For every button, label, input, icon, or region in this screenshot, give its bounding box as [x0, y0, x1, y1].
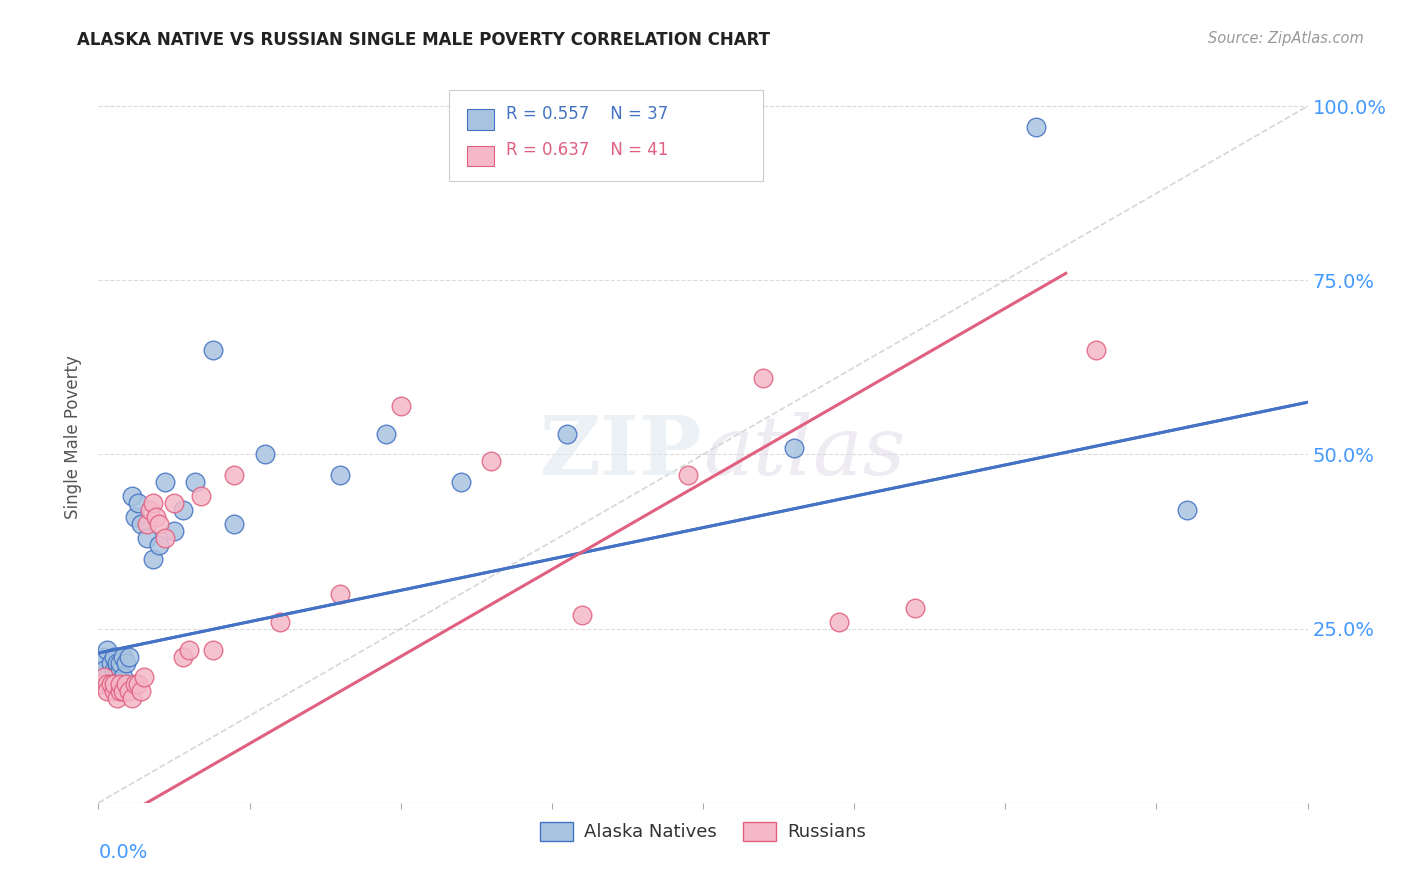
Point — [224, 468, 246, 483]
FancyBboxPatch shape — [449, 90, 763, 181]
Point — [90, 657, 112, 671]
Point — [90, 677, 112, 691]
Point — [124, 510, 146, 524]
Point — [108, 657, 131, 671]
Point — [904, 600, 927, 615]
Point — [105, 691, 128, 706]
Point — [184, 475, 207, 490]
Point — [190, 489, 212, 503]
Point — [172, 503, 194, 517]
Point — [163, 524, 186, 538]
Point — [153, 531, 176, 545]
Point — [329, 468, 352, 483]
Point — [127, 496, 149, 510]
Point — [828, 615, 851, 629]
Point — [96, 642, 118, 657]
Point — [111, 684, 134, 698]
Point — [1175, 503, 1198, 517]
Point — [179, 642, 201, 657]
Point — [148, 538, 170, 552]
Point — [132, 670, 155, 684]
Text: R = 0.637    N = 41: R = 0.637 N = 41 — [506, 141, 668, 160]
Point — [269, 615, 291, 629]
Point — [111, 670, 134, 684]
Point — [105, 664, 128, 678]
Point — [153, 475, 176, 490]
Text: Source: ZipAtlas.com: Source: ZipAtlas.com — [1208, 31, 1364, 46]
Point — [111, 649, 134, 664]
Point — [96, 670, 118, 684]
Point — [108, 677, 131, 691]
Point — [127, 677, 149, 691]
Point — [96, 677, 118, 691]
Point — [121, 691, 143, 706]
Point — [114, 657, 136, 671]
Point — [1024, 120, 1046, 134]
Point — [676, 468, 699, 483]
Point — [118, 649, 141, 664]
Point — [103, 649, 125, 664]
Point — [100, 657, 122, 671]
Point — [103, 664, 125, 678]
Point — [100, 677, 122, 691]
Point — [105, 657, 128, 671]
Point — [224, 517, 246, 532]
Point — [135, 517, 157, 532]
Point — [329, 587, 352, 601]
Point — [114, 677, 136, 691]
Point — [202, 642, 225, 657]
Point — [139, 503, 162, 517]
Text: ALASKA NATIVE VS RUSSIAN SINGLE MALE POVERTY CORRELATION CHART: ALASKA NATIVE VS RUSSIAN SINGLE MALE POV… — [77, 31, 770, 49]
Point — [124, 677, 146, 691]
Text: atlas: atlas — [703, 412, 905, 491]
Point — [103, 677, 125, 691]
Point — [129, 517, 152, 532]
Point — [172, 649, 194, 664]
Point — [135, 531, 157, 545]
Point — [1085, 343, 1108, 357]
FancyBboxPatch shape — [467, 109, 494, 130]
Point — [374, 426, 396, 441]
Point — [450, 475, 472, 490]
Point — [108, 664, 131, 678]
Point — [93, 670, 115, 684]
Point — [118, 684, 141, 698]
Point — [93, 664, 115, 678]
Point — [142, 496, 165, 510]
Point — [555, 426, 578, 441]
Point — [481, 454, 503, 468]
Text: R = 0.557    N = 37: R = 0.557 N = 37 — [506, 104, 668, 123]
Point — [389, 399, 412, 413]
Point — [142, 552, 165, 566]
Y-axis label: Single Male Poverty: Single Male Poverty — [65, 355, 83, 519]
Point — [148, 517, 170, 532]
Point — [783, 441, 806, 455]
Point — [121, 489, 143, 503]
Point — [163, 496, 186, 510]
Legend: Alaska Natives, Russians: Alaska Natives, Russians — [533, 814, 873, 848]
Point — [129, 684, 152, 698]
FancyBboxPatch shape — [467, 145, 494, 167]
Point — [571, 607, 593, 622]
Point — [202, 343, 225, 357]
Point — [103, 684, 125, 698]
Point — [93, 649, 115, 664]
Point — [752, 371, 775, 385]
Text: ZIP: ZIP — [540, 412, 703, 491]
Point — [96, 684, 118, 698]
Point — [253, 448, 276, 462]
Point — [108, 684, 131, 698]
Text: 0.0%: 0.0% — [98, 843, 148, 862]
Point — [145, 510, 167, 524]
